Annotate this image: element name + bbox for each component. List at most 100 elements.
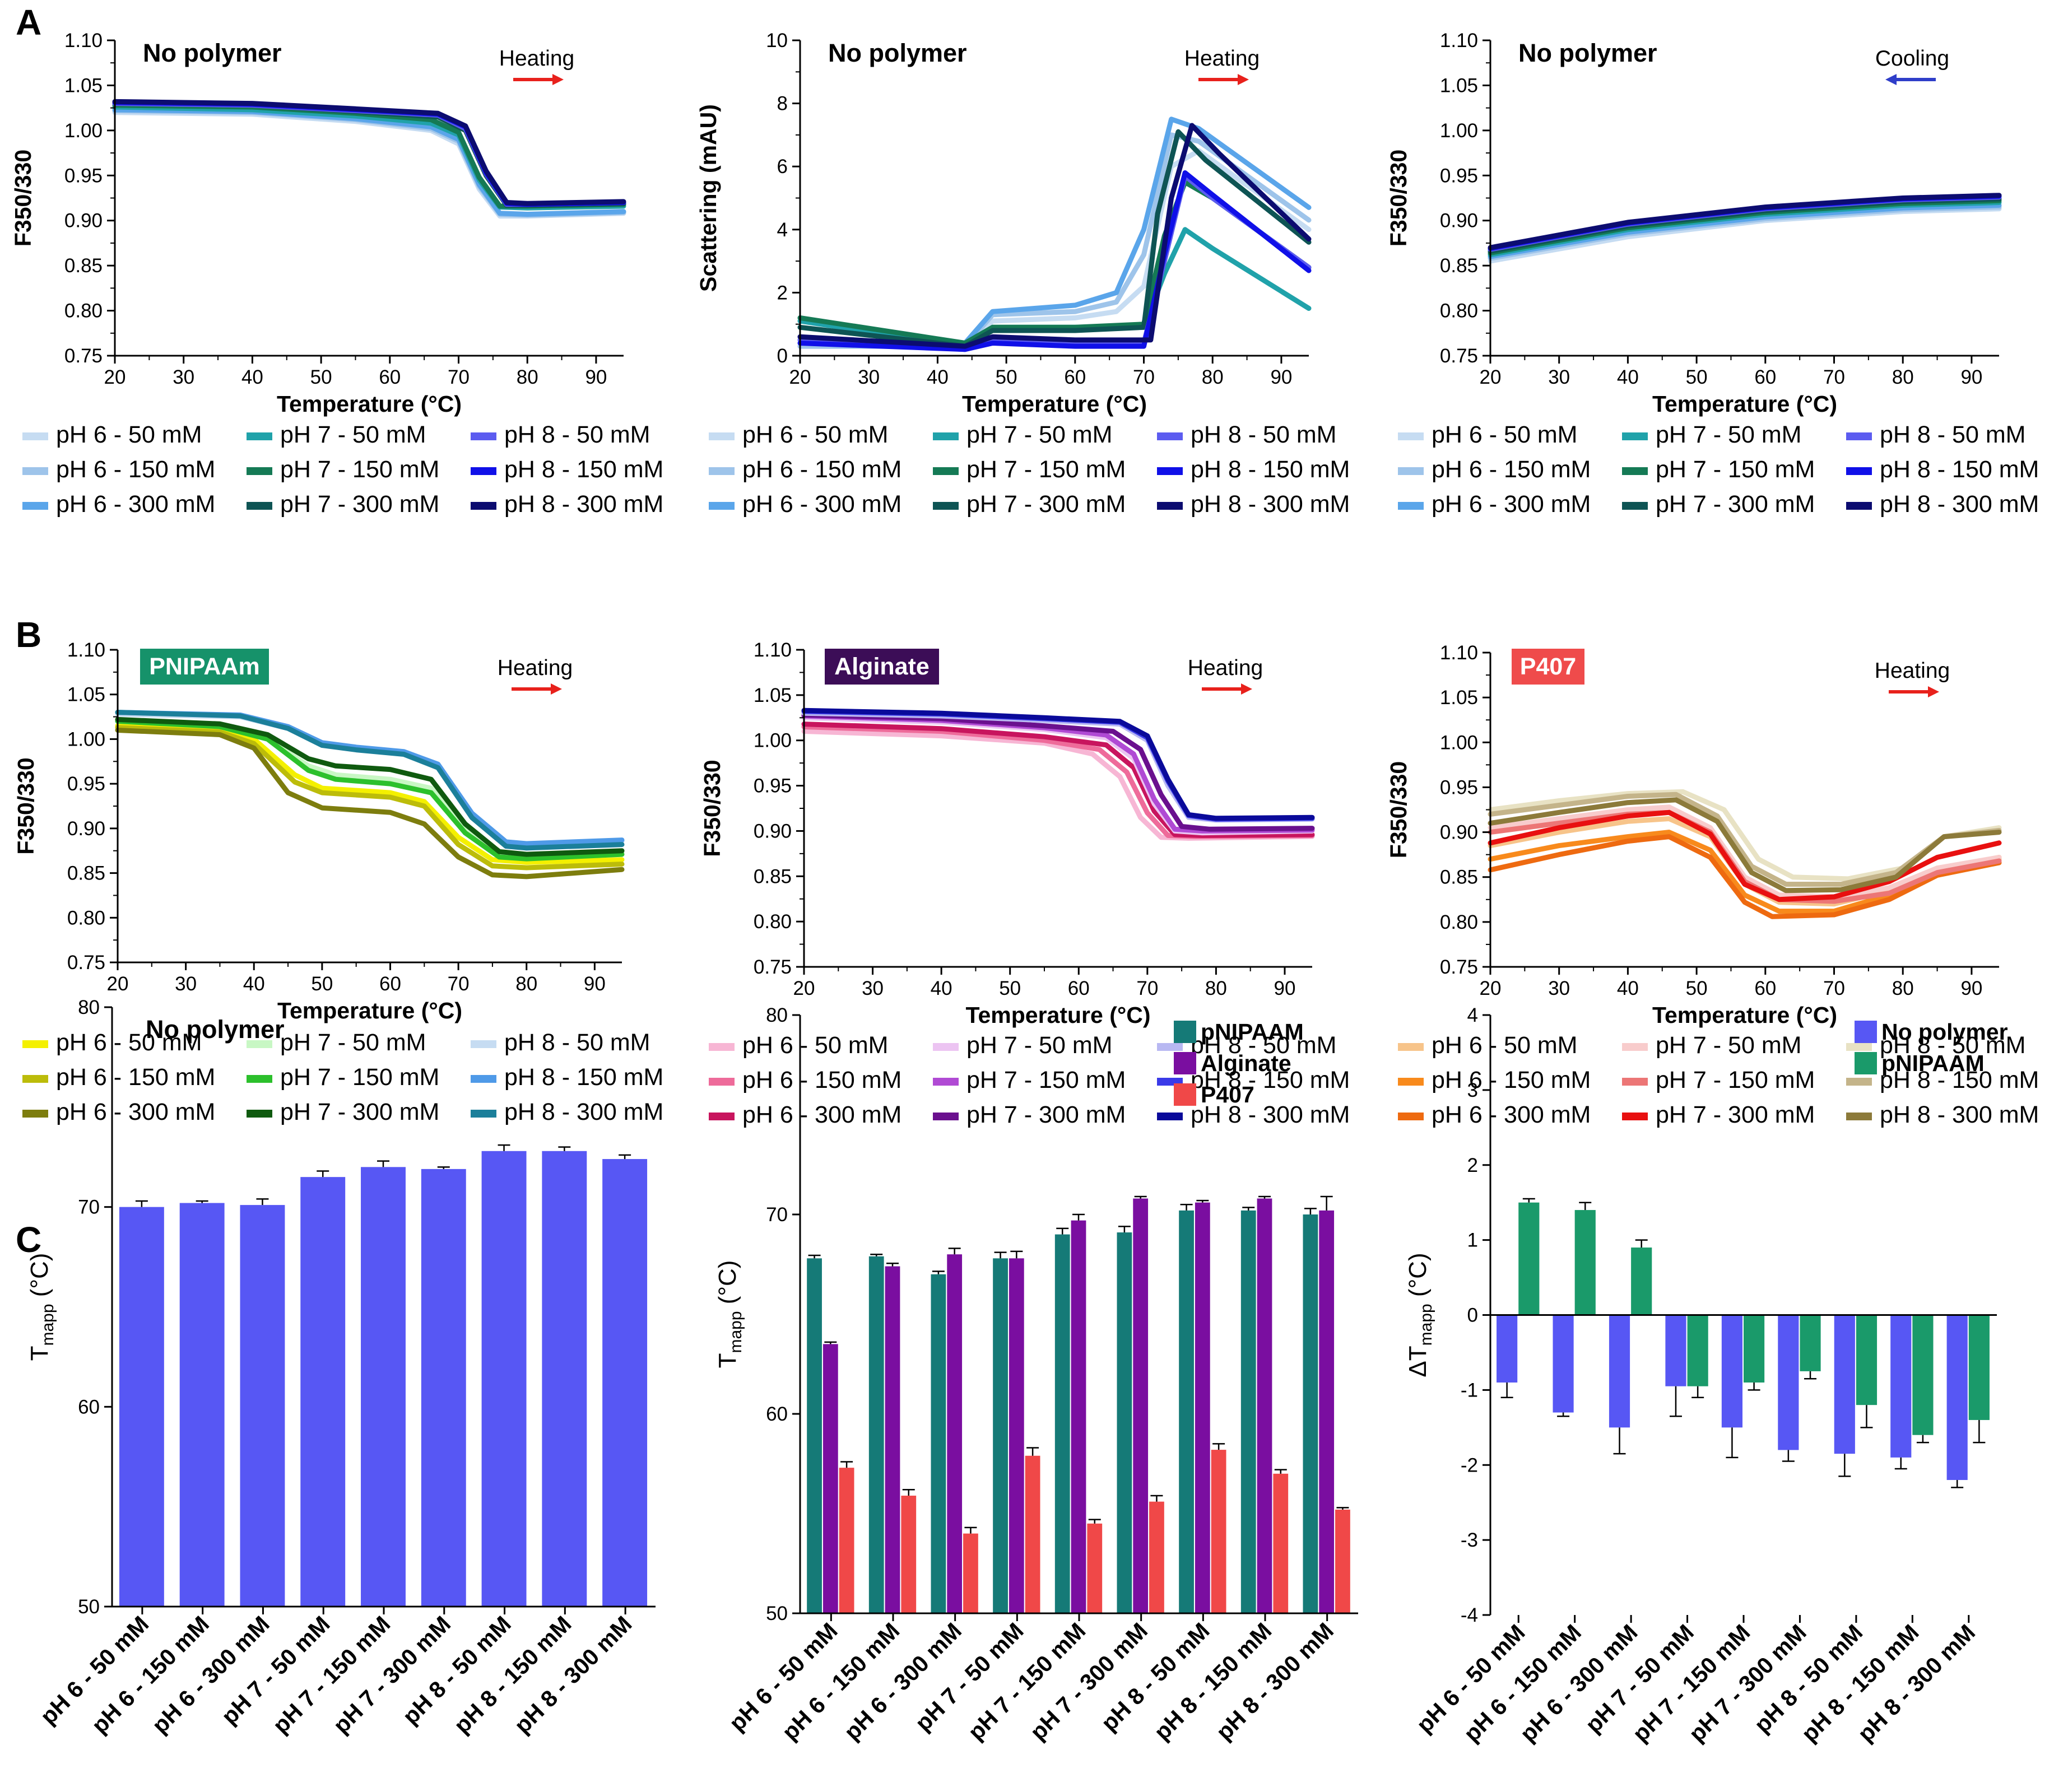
legend-swatch (709, 1078, 735, 1086)
legend-swatch (22, 1075, 48, 1083)
panel-title: No polymer (1518, 39, 1657, 67)
legend-label: Alginate (1201, 1050, 1291, 1076)
legend-label: pH 7 - 300 mM (1656, 1101, 1815, 1128)
line-chart-b1: 20 30 40 50 60 70 80 90 0.75 0.80 0.85 0.90 0.95 1.00… (13, 639, 663, 1125)
y-tick-label: 80 (78, 997, 100, 1018)
series-line (797, 117, 1312, 346)
x-axis-label: Temperature (°C) (277, 391, 462, 417)
line-chart-a2: 20 30 40 50 60 70 80 90 0 2 4 6 8 10 Temperature (°C) S… (695, 30, 1350, 518)
arrow-right-icon (1238, 74, 1249, 85)
y-tick-label: 0.95 (754, 775, 792, 797)
series-line (115, 723, 625, 865)
y-tick-label: 0.80 (67, 907, 105, 929)
legend-label: pH 8 - 150 mM (504, 456, 663, 483)
bar (1257, 1198, 1272, 1613)
bar (901, 1495, 917, 1613)
bar (1319, 1210, 1335, 1613)
p407-badge (1512, 649, 1584, 685)
series-line (797, 170, 1312, 352)
panel-letter-b: B (16, 615, 41, 655)
bar (993, 1258, 1008, 1613)
bar (1071, 1220, 1086, 1613)
legend-swatch (247, 1040, 272, 1048)
y-tick-label: 0.75 (64, 345, 103, 367)
x-tick-label: 60 (379, 366, 401, 388)
y-tick-label: 10 (766, 30, 788, 52)
legend-label: pH 8 - 300 mM (1880, 1101, 2039, 1128)
bar (1179, 1210, 1194, 1613)
panel-title: No polymer (828, 39, 967, 67)
bar (1087, 1523, 1103, 1613)
x-tick-label: 30 (858, 366, 880, 388)
y-tick-label: 0.80 (64, 300, 103, 322)
legend-label: pH 8 - 50 mM (1191, 421, 1336, 448)
legend-label: pH 7 - 150 mM (1656, 1067, 1815, 1093)
bar (1665, 1315, 1686, 1386)
arrow-left-icon (1885, 74, 1897, 85)
legend-label: pH 8 - 150 mM (1191, 1067, 1350, 1093)
y-tick-label: 0 (1467, 1305, 1478, 1326)
line-chart-a3: 20 30 40 50 60 70 80 90 0.75 0.80 0.85 0.90 0.95 1.00… (1386, 30, 2039, 518)
x-tick-label: 30 (1548, 978, 1570, 999)
legend-label: pH 6 - 150 mM (56, 456, 215, 483)
y-axis-label-sub: mapp (39, 1304, 57, 1346)
direction-label: Heating (498, 656, 573, 680)
legend-swatch (1398, 1113, 1424, 1120)
legend-swatch (1174, 1021, 1196, 1043)
legend-swatch (22, 1110, 48, 1118)
x-tick-label: 40 (241, 366, 263, 388)
panel-letter-c: C (16, 1220, 41, 1260)
x-tick-label: 20 (104, 366, 126, 388)
y-tick-label: 1.05 (67, 684, 105, 706)
bar (1574, 1210, 1596, 1315)
y-tick-label: 1 (1467, 1230, 1478, 1251)
series-line (1488, 809, 2002, 902)
y-tick-label: 0.95 (1440, 165, 1478, 187)
y-axis-label: Scattering (mAU) (695, 104, 721, 292)
x-tick-label: 70 (1823, 978, 1845, 999)
x-tick-label: 50 (1686, 978, 1708, 999)
bar (1497, 1315, 1518, 1383)
legend-swatch (709, 1043, 735, 1051)
legend-label: pH 8 - 150 mM (1880, 1067, 2039, 1093)
y-tick-label: 0.85 (754, 865, 792, 887)
y-tick-label: 0.90 (64, 210, 103, 232)
legend-swatch (1855, 1052, 1877, 1074)
bar (963, 1533, 978, 1613)
legend-label: pH 7 - 150 mM (966, 456, 1126, 483)
legend-swatch (1622, 1043, 1648, 1051)
legend-swatch (933, 1078, 959, 1086)
x-tick-label: 90 (585, 366, 607, 388)
x-axis-label: Temperature (°C) (962, 391, 1147, 417)
y-tick-label: 8 (777, 93, 788, 115)
y-tick-label: 60 (766, 1403, 788, 1425)
legend-swatch (1622, 502, 1648, 510)
x-axis-label: Temperature (°C) (1652, 1002, 1837, 1028)
x-tick-label: 40 (243, 973, 265, 995)
legend-label: pH 7 - 50 mM (1656, 421, 1801, 448)
legend-label: pH 6 - 300 mM (1432, 1101, 1591, 1128)
legend-swatch (1846, 1113, 1872, 1120)
legend-label: P407 (1201, 1082, 1254, 1107)
y-axis-label: Tmapp (°C) (26, 1253, 57, 1361)
legend-swatch (471, 1075, 496, 1083)
legend-label: pH 8 - 300 mM (1880, 491, 2039, 518)
bar (361, 1167, 406, 1607)
y-tick-label: 3 (1467, 1079, 1478, 1101)
x-axis-label: Temperature (°C) (1652, 391, 1837, 417)
x-tick-label: 80 (1892, 978, 1914, 999)
y-tick-label: 60 (78, 1396, 100, 1418)
series-line (115, 728, 625, 879)
series-line (115, 725, 625, 871)
y-tick-label: -3 (1461, 1529, 1478, 1551)
direction-label: Heating (1875, 659, 1950, 683)
legend-swatch (709, 432, 735, 440)
x-tick-label: 60 (1754, 978, 1776, 999)
legend-swatch (247, 1110, 272, 1118)
legend-label: pH 8 - 300 mM (1191, 1101, 1350, 1128)
legend-swatch (709, 1113, 735, 1120)
x-tick-label: 60 (1064, 366, 1086, 388)
x-tick-label: 30 (173, 366, 194, 388)
y-axis-label-main: T (714, 1353, 741, 1369)
